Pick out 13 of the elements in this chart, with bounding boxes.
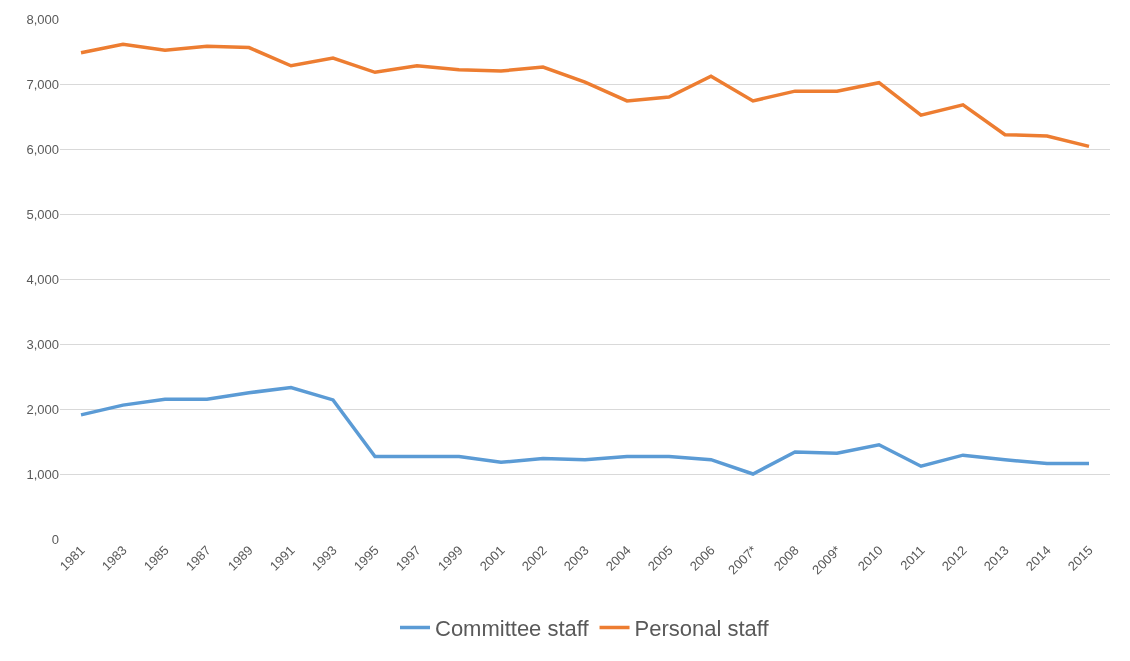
legend-label: Committee staff	[435, 615, 590, 641]
y-tick-label: 4,000	[26, 271, 59, 287]
y-tick-label: 3,000	[26, 336, 59, 352]
y-tick-label: 5,000	[26, 206, 59, 222]
y-tick-label: 8,000	[26, 11, 59, 27]
y-tick-label: 6,000	[26, 141, 59, 157]
y-tick-label: 0	[51, 531, 59, 547]
line-series	[79, 385, 1091, 476]
legend-label: Personal staff	[634, 615, 770, 641]
line-series	[79, 42, 1091, 149]
y-tick-label: 1,000	[26, 466, 59, 482]
y-tick-label: 2,000	[26, 401, 59, 417]
y-tick-label: 7,000	[26, 76, 59, 92]
